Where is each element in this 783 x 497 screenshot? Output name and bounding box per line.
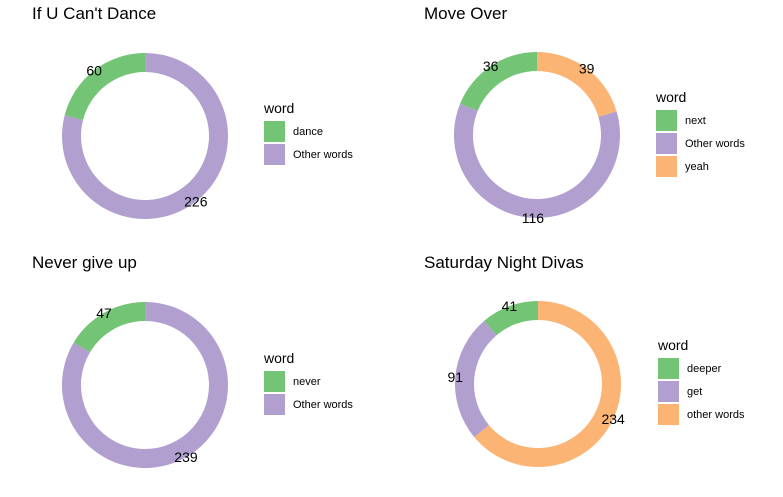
donut-slice: [455, 320, 497, 438]
donut-slice: [454, 103, 620, 218]
legend-swatch: [658, 381, 679, 402]
legend-label: dance: [293, 125, 323, 138]
chart-panel-4: Saturday Night Divas 234 91 41 word deeper…: [392, 249, 783, 497]
slice-value-label: 239: [174, 449, 198, 465]
legend-item: next: [656, 109, 745, 132]
legend-swatch: [264, 394, 285, 415]
legend: word never Other words: [264, 350, 353, 416]
legend-item: never: [264, 370, 353, 393]
chart-panel-3: Never give up 239 47 word never Other wor…: [0, 249, 391, 497]
legend-item: dance: [264, 120, 353, 143]
legend-item: get: [658, 380, 744, 403]
legend-item: Other words: [656, 132, 745, 155]
legend-label: next: [685, 114, 706, 127]
slice-value-label: 39: [579, 60, 595, 76]
legend: word deeper get other words: [658, 337, 744, 426]
donut-slice: [64, 53, 145, 121]
slice-value-label: 36: [483, 58, 499, 74]
slice-value-label: 226: [184, 194, 208, 210]
slice-value-label: 116: [522, 210, 545, 226]
donut-slice: [460, 52, 537, 111]
legend-swatch: [658, 358, 679, 379]
donut-chart: 239 47: [61, 302, 228, 468]
legend-label: other words: [687, 408, 745, 421]
legend-swatch: [658, 404, 679, 425]
legend-label: Other words: [293, 148, 353, 161]
legend-title: word: [656, 89, 687, 105]
chart-panel-1: If U Can't Dance 226 60 word dance Other …: [0, 0, 391, 248]
legend-swatch: [264, 121, 285, 142]
legend-swatch: [656, 156, 677, 177]
chart-panel-2: Move Over 39 116 36 word next Other words …: [392, 0, 783, 248]
legend-swatch: [656, 110, 677, 131]
legend-title: word: [658, 337, 689, 353]
donut-chart: 39 116 36: [454, 52, 620, 226]
legend-label: Other words: [293, 398, 353, 411]
slice-value-label: 234: [601, 411, 625, 427]
legend-item: Other words: [264, 393, 353, 416]
donut-slice: [73, 302, 145, 353]
donut-chart: 234 91 41: [448, 298, 625, 467]
legend: word next Other words yeah: [656, 89, 745, 178]
legend: word dance Other words: [264, 100, 353, 166]
legend-title: word: [264, 350, 295, 366]
legend-item: yeah: [656, 155, 745, 178]
legend-label: Other words: [685, 137, 745, 150]
slice-value-label: 47: [96, 305, 112, 321]
slice-value-label: 60: [86, 62, 102, 78]
legend-label: never: [293, 375, 321, 388]
chart-title: Move Over: [424, 4, 508, 23]
chart-title: If U Can't Dance: [32, 4, 157, 23]
legend-swatch: [264, 144, 285, 165]
legend-item: deeper: [658, 357, 744, 380]
donut-slice: [537, 52, 617, 117]
legend-item: other words: [658, 403, 744, 426]
legend-title: word: [264, 100, 295, 116]
slice-value-label: 41: [502, 298, 518, 314]
chart-title: Never give up: [32, 253, 137, 272]
slice-value-label: 91: [448, 369, 464, 385]
legend-label: yeah: [685, 160, 709, 173]
legend-label: get: [687, 385, 703, 398]
legend-swatch: [264, 371, 285, 392]
legend-label: deeper: [687, 362, 722, 375]
legend-swatch: [656, 133, 677, 154]
chart-title: Saturday Night Divas: [424, 253, 584, 272]
donut-slice: [484, 301, 538, 336]
donut-slice: [474, 301, 621, 467]
donut-chart: 226 60: [61, 53, 228, 220]
legend-item: Other words: [264, 143, 353, 166]
